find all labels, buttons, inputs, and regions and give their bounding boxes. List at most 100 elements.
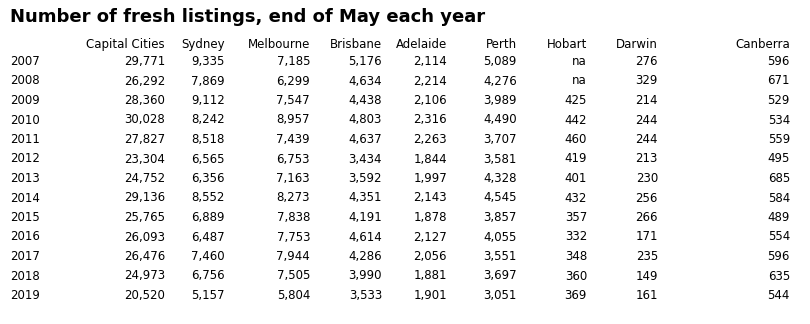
Text: 9,112: 9,112: [191, 94, 225, 107]
Text: 8,273: 8,273: [276, 191, 310, 204]
Text: 3,434: 3,434: [348, 153, 382, 166]
Text: 3,990: 3,990: [348, 270, 382, 283]
Text: 7,505: 7,505: [277, 270, 310, 283]
Text: 442: 442: [565, 113, 587, 126]
Text: 1,881: 1,881: [413, 270, 447, 283]
Text: Perth: Perth: [486, 38, 517, 51]
Text: 1,997: 1,997: [413, 172, 447, 185]
Text: 534: 534: [768, 113, 790, 126]
Text: 4,276: 4,276: [484, 75, 517, 87]
Text: 3,551: 3,551: [484, 250, 517, 263]
Text: Darwin: Darwin: [616, 38, 658, 51]
Text: 8,552: 8,552: [192, 191, 225, 204]
Text: 6,889: 6,889: [191, 211, 225, 224]
Text: 2009: 2009: [10, 94, 40, 107]
Text: 432: 432: [565, 191, 587, 204]
Text: 4,438: 4,438: [348, 94, 382, 107]
Text: 276: 276: [636, 55, 658, 68]
Text: 4,191: 4,191: [348, 211, 382, 224]
Text: 529: 529: [768, 94, 790, 107]
Text: 4,545: 4,545: [484, 191, 517, 204]
Text: 4,328: 4,328: [484, 172, 517, 185]
Text: 3,581: 3,581: [484, 153, 517, 166]
Text: 2019: 2019: [10, 289, 40, 302]
Text: 2013: 2013: [10, 172, 40, 185]
Text: 329: 329: [636, 75, 658, 87]
Text: 2,143: 2,143: [413, 191, 447, 204]
Text: 3,051: 3,051: [484, 289, 517, 302]
Text: 26,476: 26,476: [124, 250, 165, 263]
Text: 2,114: 2,114: [413, 55, 447, 68]
Text: 419: 419: [565, 153, 587, 166]
Text: 369: 369: [565, 289, 587, 302]
Text: 8,957: 8,957: [276, 113, 310, 126]
Text: 2,127: 2,127: [413, 230, 447, 244]
Text: 161: 161: [636, 289, 658, 302]
Text: 2018: 2018: [10, 270, 40, 283]
Text: 28,360: 28,360: [124, 94, 165, 107]
Text: 2,316: 2,316: [413, 113, 447, 126]
Text: 401: 401: [565, 172, 587, 185]
Text: 2,214: 2,214: [413, 75, 447, 87]
Text: 27,827: 27,827: [124, 133, 165, 146]
Text: 3,857: 3,857: [484, 211, 517, 224]
Text: 24,973: 24,973: [124, 270, 165, 283]
Text: 360: 360: [565, 270, 587, 283]
Text: 4,055: 4,055: [484, 230, 517, 244]
Text: 7,547: 7,547: [276, 94, 310, 107]
Text: Adelaide: Adelaide: [396, 38, 447, 51]
Text: 235: 235: [636, 250, 658, 263]
Text: 5,804: 5,804: [277, 289, 310, 302]
Text: na: na: [572, 55, 587, 68]
Text: 4,634: 4,634: [348, 75, 382, 87]
Text: 460: 460: [565, 133, 587, 146]
Text: 7,460: 7,460: [191, 250, 225, 263]
Text: 495: 495: [768, 153, 790, 166]
Text: 4,803: 4,803: [348, 113, 382, 126]
Text: Hobart: Hobart: [547, 38, 587, 51]
Text: 9,335: 9,335: [192, 55, 225, 68]
Text: 425: 425: [565, 94, 587, 107]
Text: 559: 559: [768, 133, 790, 146]
Text: 30,028: 30,028: [124, 113, 165, 126]
Text: 2015: 2015: [10, 211, 40, 224]
Text: 685: 685: [768, 172, 790, 185]
Text: 29,771: 29,771: [124, 55, 165, 68]
Text: 3,533: 3,533: [349, 289, 382, 302]
Text: Canberra: Canberra: [735, 38, 790, 51]
Text: 489: 489: [768, 211, 790, 224]
Text: 357: 357: [565, 211, 587, 224]
Text: 332: 332: [565, 230, 587, 244]
Text: Brisbane: Brisbane: [330, 38, 382, 51]
Text: 5,089: 5,089: [484, 55, 517, 68]
Text: 2016: 2016: [10, 230, 40, 244]
Text: 348: 348: [565, 250, 587, 263]
Text: 7,439: 7,439: [276, 133, 310, 146]
Text: 2007: 2007: [10, 55, 40, 68]
Text: 256: 256: [636, 191, 658, 204]
Text: 266: 266: [636, 211, 658, 224]
Text: 2,106: 2,106: [413, 94, 447, 107]
Text: 2012: 2012: [10, 153, 40, 166]
Text: 171: 171: [636, 230, 658, 244]
Text: na: na: [572, 75, 587, 87]
Text: 4,286: 4,286: [348, 250, 382, 263]
Text: 244: 244: [636, 113, 658, 126]
Text: 6,565: 6,565: [191, 153, 225, 166]
Text: Sydney: Sydney: [181, 38, 225, 51]
Text: 1,901: 1,901: [413, 289, 447, 302]
Text: 6,487: 6,487: [191, 230, 225, 244]
Text: 149: 149: [636, 270, 658, 283]
Text: 5,176: 5,176: [348, 55, 382, 68]
Text: 3,707: 3,707: [484, 133, 517, 146]
Text: 3,592: 3,592: [348, 172, 382, 185]
Text: Melbourne: Melbourne: [248, 38, 310, 51]
Text: 26,292: 26,292: [124, 75, 165, 87]
Text: 24,752: 24,752: [124, 172, 165, 185]
Text: 596: 596: [768, 250, 790, 263]
Text: 7,163: 7,163: [276, 172, 310, 185]
Text: 1,878: 1,878: [413, 211, 447, 224]
Text: 8,518: 8,518: [192, 133, 225, 146]
Text: 2017: 2017: [10, 250, 40, 263]
Text: 7,838: 7,838: [277, 211, 310, 224]
